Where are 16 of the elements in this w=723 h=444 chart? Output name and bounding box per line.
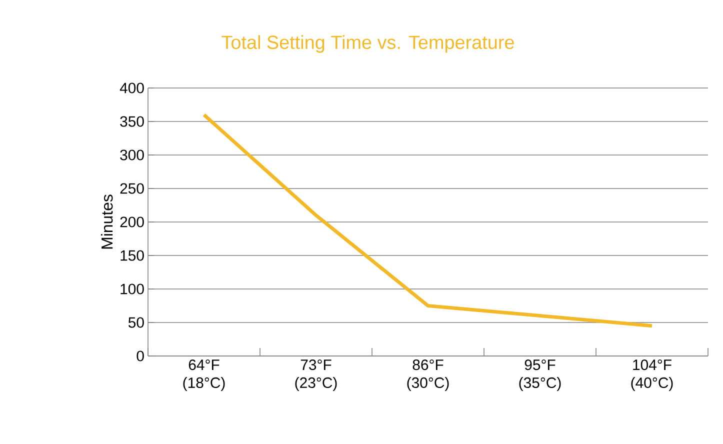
x-tick-label: 64°F (18°C) xyxy=(183,360,225,391)
y-axis-title: Minutes xyxy=(101,194,113,249)
y-tick-label: 200 xyxy=(120,216,144,228)
y-tick-label: 250 xyxy=(120,183,144,194)
y-tick-label: 50 xyxy=(128,317,144,328)
y-tick-label: 400 xyxy=(120,82,144,94)
chart-title: Total Setting Time vs. Temperature xyxy=(222,35,514,53)
y-tick-label: 0 xyxy=(136,350,144,362)
x-tick-label: 86°F (30°C) xyxy=(407,360,449,391)
x-tick-label: 73°F (23°C) xyxy=(295,360,337,391)
x-tick-label: 95°F (35°C) xyxy=(519,360,561,391)
y-tick-label: 100 xyxy=(120,284,144,294)
x-tick-label: 104°F (40°C) xyxy=(631,360,673,391)
y-tick-label: 350 xyxy=(120,116,144,127)
y-tick-label: 150 xyxy=(120,250,144,261)
y-tick-label: 300 xyxy=(120,150,144,160)
